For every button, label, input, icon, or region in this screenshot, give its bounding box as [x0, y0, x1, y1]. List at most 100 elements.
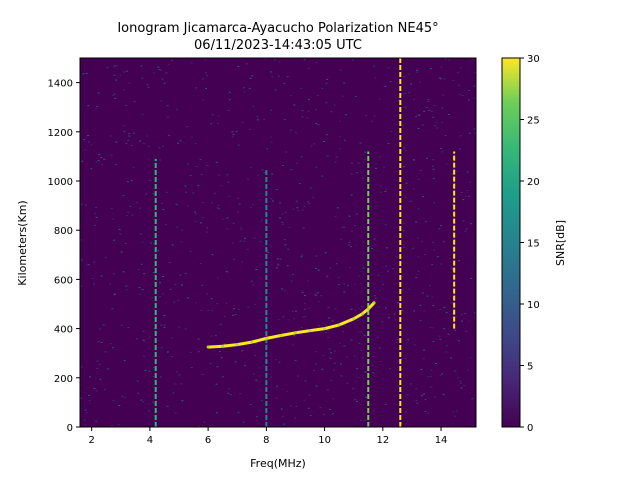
noise-cell — [232, 134, 235, 136]
noise-cell — [334, 161, 337, 163]
noise-cell — [249, 166, 252, 168]
x-tick-label: 4 — [147, 435, 153, 446]
noise-cell — [153, 243, 156, 244]
noise-cell — [160, 376, 162, 378]
noise-cell — [100, 275, 103, 277]
noise-cell — [321, 175, 324, 177]
noise-cell — [455, 410, 458, 412]
noise-cell — [264, 58, 267, 60]
noise-cell — [159, 282, 162, 284]
noise-cell — [210, 298, 213, 300]
noise-cell — [87, 105, 90, 107]
noise-cell — [140, 65, 143, 67]
trace-point — [308, 329, 312, 333]
noise-cell — [397, 121, 400, 123]
noise-cell — [316, 95, 319, 96]
noise-cell — [93, 224, 96, 226]
noise-cell — [284, 244, 287, 246]
noise-cell — [220, 357, 223, 359]
noise-cell — [345, 356, 348, 358]
noise-cell — [363, 226, 366, 228]
noise-cell — [257, 174, 260, 176]
noise-cell — [256, 119, 259, 121]
noise-cell — [438, 77, 441, 79]
noise-cell — [124, 242, 127, 244]
noise-cell — [254, 342, 257, 344]
noise-cell — [243, 240, 246, 242]
noise-cell — [85, 412, 88, 414]
noise-cell — [270, 109, 273, 111]
noise-cell — [163, 315, 166, 316]
noise-cell — [313, 369, 316, 371]
noise-cell — [346, 382, 349, 384]
noise-cell — [354, 283, 356, 285]
noise-cell — [465, 330, 468, 332]
noise-cell — [84, 149, 87, 151]
noise-cell — [336, 207, 339, 209]
noise-cell — [181, 284, 183, 286]
noise-cell — [438, 335, 441, 337]
noise-cell — [298, 183, 301, 185]
noise-cell — [464, 230, 467, 232]
noise-cell — [443, 78, 446, 80]
noise-cell — [229, 394, 232, 396]
noise-cell — [324, 324, 327, 326]
noise-cell — [99, 378, 102, 380]
noise-cell — [391, 268, 394, 270]
noise-cell — [115, 79, 118, 81]
noise-cell — [417, 256, 420, 258]
noise-cell — [226, 271, 229, 273]
noise-cell — [181, 400, 184, 402]
noise-cell — [415, 277, 418, 278]
noise-cell — [84, 409, 87, 411]
noise-cell — [417, 128, 420, 129]
noise-cell — [409, 383, 412, 385]
plot-background — [80, 58, 476, 427]
noise-cell — [434, 396, 437, 398]
noise-cell — [303, 308, 306, 310]
noise-cell — [342, 331, 345, 333]
noise-cell — [356, 213, 358, 215]
noise-cell — [278, 361, 281, 363]
noise-cell — [421, 124, 424, 126]
noise-cell — [232, 222, 235, 224]
noise-cell — [244, 365, 247, 367]
noise-cell — [303, 399, 306, 401]
noise-cell — [115, 65, 118, 67]
noise-cell — [189, 175, 192, 177]
colorbar-ticks: 0 5 10 15 20 25 30 — [520, 54, 540, 434]
noise-cell — [241, 261, 244, 263]
noise-cell — [112, 94, 115, 96]
noise-cell — [350, 308, 353, 310]
noise-cell — [385, 247, 388, 249]
noise-cell — [157, 250, 160, 252]
noise-cell — [200, 263, 202, 265]
noise-cell — [84, 424, 87, 426]
noise-cell — [219, 323, 222, 325]
x-tick-label: 10 — [318, 435, 331, 446]
x-axis-label: Freq(MHz) — [250, 457, 306, 470]
trace-point — [337, 323, 341, 327]
noise-cell — [142, 339, 145, 341]
noise-cell — [293, 104, 296, 106]
noise-cell — [97, 92, 100, 94]
noise-cell — [236, 197, 239, 199]
noise-cell — [423, 310, 426, 312]
noise-cell — [308, 99, 310, 101]
noise-cell — [238, 203, 241, 205]
noise-cell — [384, 224, 387, 226]
noise-cell — [270, 376, 273, 378]
noise-cell — [378, 347, 381, 349]
chart-title-line2: 06/11/2023-14:43:05 UTC — [194, 38, 362, 53]
noise-cell — [373, 115, 376, 117]
noise-cell — [303, 206, 306, 207]
noise-cell — [202, 99, 205, 101]
noise-cell — [248, 87, 251, 89]
noise-cell — [277, 264, 280, 266]
noise-cell — [385, 189, 388, 191]
noise-cell — [139, 140, 141, 142]
noise-cell — [422, 358, 425, 360]
noise-cell — [276, 385, 279, 387]
noise-cell — [147, 145, 150, 147]
noise-cell — [237, 211, 240, 213]
